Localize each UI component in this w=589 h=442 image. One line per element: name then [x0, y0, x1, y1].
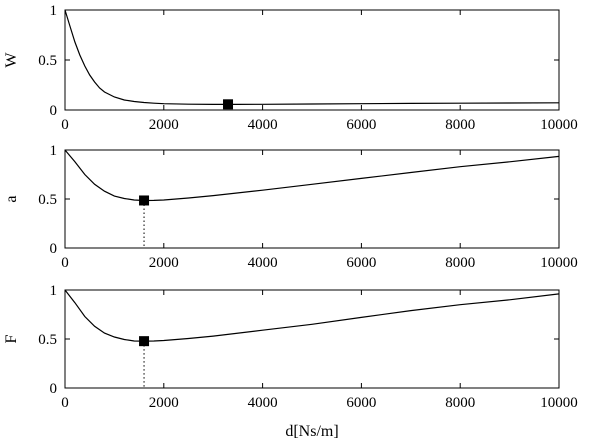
chart-panel-2: 0 2000 4000 6000 8000 10000 0 0.5 1 Fd[Ns/m]	[3, 283, 578, 440]
y-axis-label: W	[3, 52, 20, 68]
x-tick-label: 4000	[248, 255, 278, 271]
x-tick-label: 2000	[149, 255, 179, 271]
chart-panel-0: 0 2000 4000 6000 8000 10000 0 0.5 1 W	[3, 3, 578, 133]
x-tick-label: 4000	[248, 117, 278, 133]
x-tick-label: 6000	[346, 255, 376, 271]
chart-panel-1: 0 2000 4000 6000 8000 10000 0 0.5 1 a	[3, 143, 578, 271]
y-tick-label: 1	[50, 283, 58, 299]
y-tick-label: 0	[50, 381, 58, 397]
x-tick-label: 0	[61, 255, 69, 271]
y-tick-label: 0.5	[38, 192, 57, 208]
y-tick-label: 0.5	[38, 53, 57, 69]
series-line-0	[64, 149, 560, 202]
optimum-marker	[223, 99, 234, 110]
plot-frame	[64, 9, 560, 111]
series-line-0	[64, 289, 560, 342]
x-tick-label: 4000	[248, 395, 278, 411]
panels: 0 2000 4000 6000 8000 10000 0 0.5 1 W 0 2000 4000 600…	[3, 3, 578, 440]
y-tick-label: 0.5	[38, 332, 57, 348]
y-tick-label: 1	[50, 143, 58, 159]
optimum-marker	[139, 195, 150, 206]
optimum-marker	[139, 336, 150, 347]
x-tick-label: 8000	[445, 395, 475, 411]
x-tick-label: 6000	[346, 395, 376, 411]
x-tick-label: 10000	[540, 255, 578, 271]
x-tick-label: 2000	[149, 395, 179, 411]
x-tick-label: 6000	[346, 117, 376, 133]
y-tick-label: 0	[50, 241, 58, 257]
x-axis-label: d[Ns/m]	[285, 423, 338, 440]
x-tick-label: 0	[61, 395, 69, 411]
x-tick-label: 10000	[540, 117, 578, 133]
x-tick-label: 8000	[445, 117, 475, 133]
y-tick-label: 0	[50, 103, 58, 119]
y-tick-label: 1	[50, 3, 58, 19]
y-axis-label: F	[3, 334, 20, 343]
x-tick-label: 8000	[445, 255, 475, 271]
x-tick-label: 0	[61, 117, 69, 133]
x-tick-label: 10000	[540, 395, 578, 411]
y-axis-label: a	[3, 195, 20, 202]
x-tick-label: 2000	[149, 117, 179, 133]
series-line-0	[64, 9, 560, 106]
